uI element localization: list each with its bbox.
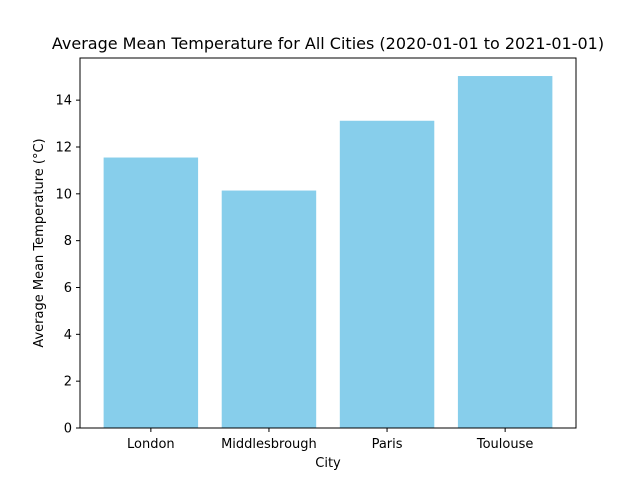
y-axis: 0 2 4 6 8 10 12 14 (55, 94, 80, 437)
y-tick-label: 8 (64, 234, 72, 249)
plot-area-frame (79, 57, 577, 429)
bar-toulouse (457, 76, 553, 428)
y-tick-label: 6 (64, 281, 72, 296)
y-tick-label: 2 (64, 375, 72, 390)
y-axis-label: Average Mean Temperature (°C) (32, 138, 47, 347)
x-axis: London Middlesbrough Paris Toulouse (127, 428, 533, 452)
y-tick-label: 12 (55, 140, 72, 155)
bar-paris (339, 120, 435, 428)
x-tick-label: Paris (372, 437, 403, 452)
chart-title: Average Mean Temperature for All Cities … (52, 34, 604, 53)
x-tick-label: Toulouse (476, 437, 534, 452)
x-tick-label: Middlesbrough (221, 437, 317, 452)
y-tick-label: 10 (55, 187, 72, 202)
y-tick-label: 4 (64, 328, 72, 343)
bars-group (103, 76, 553, 428)
y-tick-label: 0 (64, 422, 72, 437)
x-axis-label: City (315, 456, 341, 471)
y-tick-label: 14 (55, 94, 72, 109)
bar-london (103, 157, 199, 428)
bar-middlesbrough (221, 190, 317, 428)
x-tick-label: London (127, 437, 175, 452)
